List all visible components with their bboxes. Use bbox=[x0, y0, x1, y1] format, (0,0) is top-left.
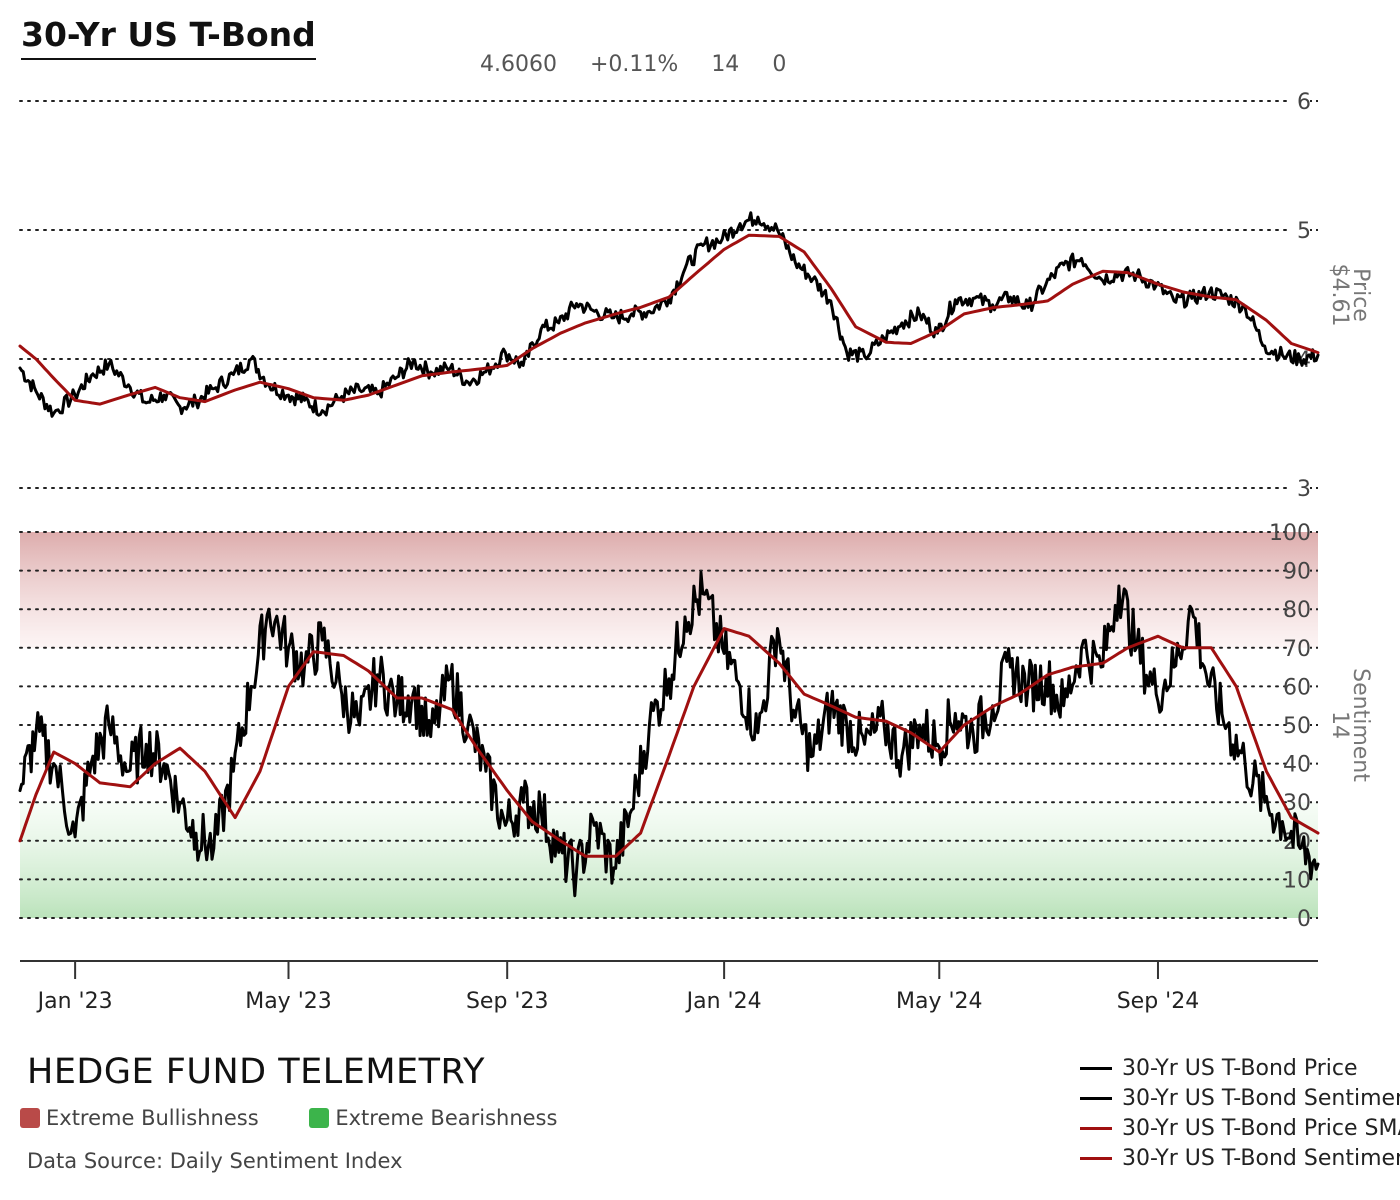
y-tick-label: 90 bbox=[1283, 560, 1311, 585]
legend-line-icon bbox=[1080, 1066, 1112, 1070]
axis-last-value: 14 bbox=[1327, 711, 1352, 739]
stats-row: 4.6060 +0.11% 14 0 bbox=[480, 52, 812, 77]
legend-label: 30-Yr US T-Bond Sentiment bbox=[1122, 1085, 1400, 1111]
x-tick-label: Jan '24 bbox=[685, 989, 762, 1014]
legend-label: 30-Yr US T-Bond Price bbox=[1122, 1055, 1358, 1081]
zone-band bbox=[20, 802, 1318, 918]
x-tick-label: Jan '23 bbox=[36, 989, 113, 1014]
sentiment-line bbox=[18, 571, 1320, 898]
x-tick-label: May '23 bbox=[245, 989, 332, 1014]
legend-item-sentiment-sma[interactable]: 30-Yr US T-Bond Sentiment SMA bbox=[1080, 1143, 1400, 1173]
y-tick-label: 50 bbox=[1283, 714, 1311, 739]
x-tick-label: May '24 bbox=[896, 989, 983, 1014]
legend-line-icon bbox=[1080, 1126, 1112, 1130]
price-line bbox=[18, 211, 1320, 418]
price-sma bbox=[18, 233, 1320, 406]
zone-band bbox=[20, 532, 1318, 648]
stat-change: +0.11% bbox=[589, 52, 679, 77]
y-tick-label: 5 bbox=[1297, 219, 1311, 244]
axis-last-value: $4.61 bbox=[1327, 264, 1352, 327]
y-tick-label: 6 bbox=[1297, 90, 1311, 115]
series bbox=[18, 211, 1320, 898]
key-bearish-label: Extreme Bearishness bbox=[335, 1106, 558, 1130]
legend-item-price[interactable]: 30-Yr US T-Bond Price bbox=[1080, 1053, 1400, 1083]
legend-label: 30-Yr US T-Bond Price SMA bbox=[1122, 1115, 1400, 1141]
legend-line-icon bbox=[1080, 1156, 1112, 1160]
chart-title: 30-Yr US T-Bond bbox=[21, 16, 316, 60]
y-tick-label: 60 bbox=[1283, 675, 1311, 700]
key-bearish: Extreme Bearishness bbox=[309, 1106, 557, 1130]
legend-line-icon bbox=[1080, 1096, 1112, 1100]
y-tick-label: 100 bbox=[1269, 521, 1311, 546]
axis-name: Price bbox=[1348, 268, 1373, 322]
y-tick-label: 0 bbox=[1297, 907, 1311, 932]
data-source: Data Source: Daily Sentiment Index bbox=[27, 1149, 403, 1173]
x-axis: Jan '23 May '23 Sep '23 Jan '24 May '24 Sep '… bbox=[20, 960, 1318, 1014]
stat-other: 0 bbox=[772, 52, 787, 77]
sentiment-zones bbox=[20, 532, 1318, 918]
key-bullish-label: Extreme Bullishness bbox=[46, 1106, 259, 1130]
legend: 30-Yr US T-Bond Price 30-Yr US T-Bond Se… bbox=[1080, 1053, 1400, 1173]
x-tick-label: Sep '24 bbox=[1117, 989, 1200, 1014]
legend-item-sentiment[interactable]: 30-Yr US T-Bond Sentiment bbox=[1080, 1083, 1400, 1113]
price-axis-title: Price$4.61 bbox=[1327, 264, 1373, 327]
stat-sentiment: 14 bbox=[711, 52, 740, 77]
sentiment-sma bbox=[18, 627, 1320, 858]
axis-name: Sentiment bbox=[1348, 668, 1373, 782]
legend-item-price-sma[interactable]: 30-Yr US T-Bond Price SMA bbox=[1080, 1113, 1400, 1143]
x-tick-label: Sep '23 bbox=[466, 989, 549, 1014]
key-bullish: Extreme Bullishness bbox=[20, 1106, 259, 1130]
y-tick-label: 80 bbox=[1283, 598, 1311, 623]
y-tick-label: 70 bbox=[1283, 637, 1311, 662]
stat-last-price: 4.6060 bbox=[480, 52, 557, 77]
y-tick-label: 10 bbox=[1283, 868, 1311, 893]
legend-label: 30-Yr US T-Bond Sentiment SMA bbox=[1122, 1145, 1400, 1171]
y-tick-label: 3 bbox=[1297, 477, 1311, 502]
bullish-swatch bbox=[20, 1108, 40, 1128]
brand-name: HEDGE FUND TELEMETRY bbox=[27, 1052, 486, 1092]
y-tick-label: 40 bbox=[1283, 753, 1311, 778]
zone-key: Extreme Bullishness Extreme Bearishness bbox=[20, 1106, 601, 1133]
bearish-swatch bbox=[309, 1108, 330, 1128]
